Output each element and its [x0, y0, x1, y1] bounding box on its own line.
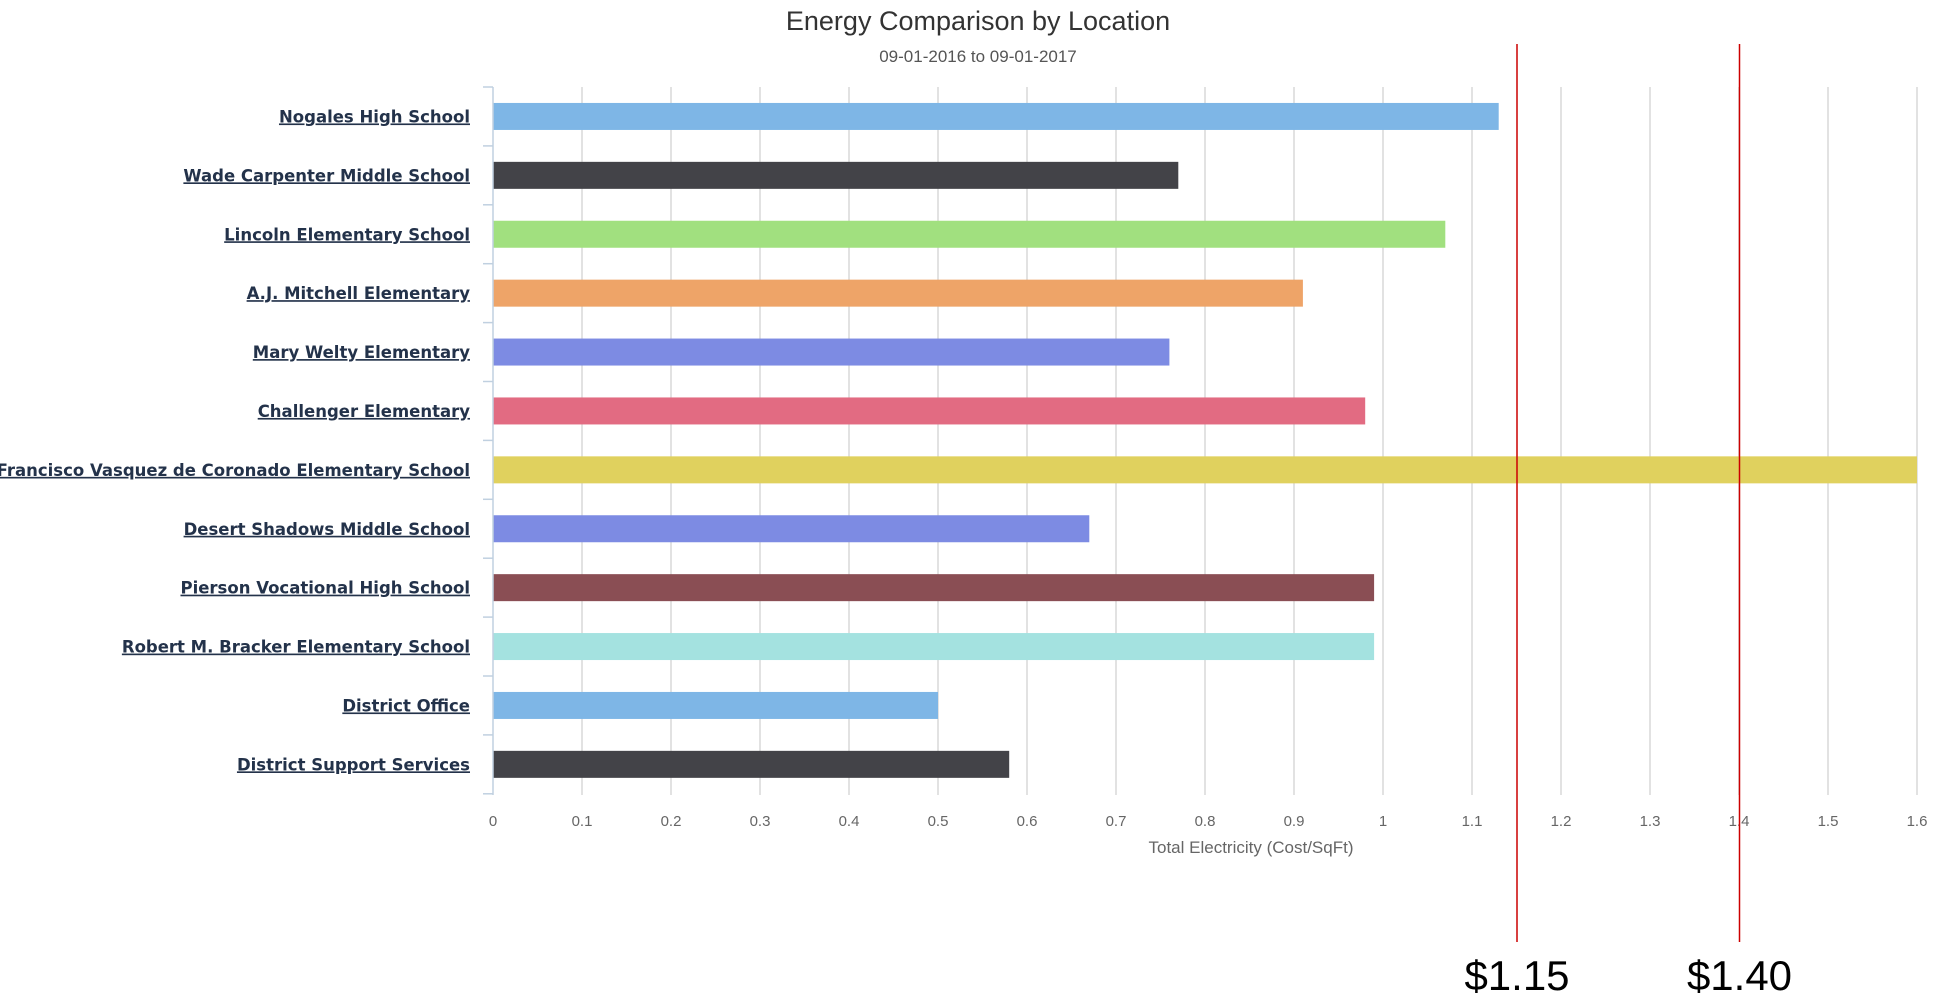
x-tick-label: 1.1	[1462, 813, 1483, 830]
bar-7[interactable]	[493, 456, 1917, 484]
grid-lines	[581, 87, 1918, 795]
x-tick-label: 1.3	[1640, 813, 1661, 830]
category-label[interactable]: Francisco Vasquez de Coronado Elementary…	[0, 461, 470, 480]
x-tick-label: 0.1	[572, 813, 593, 830]
bar-12[interactable]	[493, 750, 1010, 778]
x-tick-label: 0.6	[1017, 813, 1038, 830]
reference-lines: $1.15 $1.40	[1464, 44, 1792, 998]
x-tick-label: 0.7	[1106, 813, 1127, 830]
x-tick-label: 1	[1379, 813, 1387, 830]
x-tick-label: 0	[489, 813, 497, 830]
chart-title: Energy Comparison by Location	[786, 6, 1170, 36]
bar-6[interactable]	[493, 397, 1366, 425]
reference-line-label: $1.15	[1464, 952, 1569, 998]
bar-11[interactable]	[493, 691, 938, 719]
bar-10[interactable]	[493, 633, 1375, 661]
category-label[interactable]: Desert Shadows Middle School	[184, 520, 470, 539]
chart-subtitle: 09-01-2016 to 09-01-2017	[879, 47, 1077, 66]
axes	[483, 86, 494, 795]
category-label[interactable]: A.J. Mitchell Elementary	[247, 284, 471, 303]
category-label[interactable]: Pierson Vocational High School	[180, 579, 470, 598]
x-tick-label: 1.5	[1818, 813, 1839, 830]
x-tick-label: 0.9	[1284, 813, 1305, 830]
x-tick-label: 0.3	[750, 813, 771, 830]
category-label[interactable]: Mary Welty Elementary	[253, 343, 470, 362]
category-labels: Nogales High School Wade Carpenter Middle…	[0, 107, 470, 774]
x-tick-label: 1.2	[1551, 813, 1572, 830]
reference-line-label: $1.40	[1687, 952, 1792, 998]
x-tick-label: 0.2	[661, 813, 682, 830]
bar-1[interactable]	[493, 102, 1499, 130]
x-tick-label: 0.5	[928, 813, 949, 830]
category-label[interactable]: District Support Services	[237, 755, 470, 774]
category-label[interactable]: Robert M. Bracker Elementary School	[122, 638, 470, 657]
x-axis-title: Total Electricity (Cost/SqFt)	[1149, 838, 1354, 857]
category-label[interactable]: Wade Carpenter Middle School	[183, 166, 470, 185]
bar-4[interactable]	[493, 279, 1303, 307]
bar-8[interactable]	[493, 515, 1090, 543]
bar-3[interactable]	[493, 220, 1446, 248]
bar-9[interactable]	[493, 574, 1375, 602]
bar-5[interactable]	[493, 338, 1170, 366]
x-tick-label: 1.6	[1907, 813, 1928, 830]
category-label[interactable]: Nogales High School	[279, 107, 470, 126]
x-tick-label: 0.8	[1195, 813, 1216, 830]
category-label[interactable]: Challenger Elementary	[258, 402, 471, 421]
x-tick-label: 0.4	[839, 813, 860, 830]
bars	[493, 102, 1917, 778]
x-tick-labels: 0 0.1 0.2 0.3 0.4 0.5 0.6 0.7 0.8 0.9 1 1.1 1.2 1.3 1.…	[489, 813, 1928, 830]
bar-2[interactable]	[493, 161, 1179, 189]
category-label[interactable]: District Office	[342, 696, 470, 715]
category-label[interactable]: Lincoln Elementary School	[224, 225, 470, 244]
